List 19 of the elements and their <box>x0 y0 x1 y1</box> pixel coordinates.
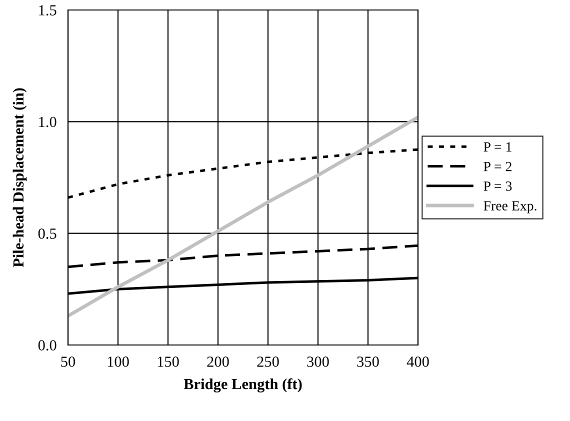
x-tick-label: 350 <box>357 356 379 367</box>
legend-label: P = 3 <box>484 181 512 191</box>
x-tick-label: 400 <box>406 356 429 367</box>
x-axis-title: Bridge Length (ft) <box>184 378 302 392</box>
legend-label: P = 2 <box>484 162 512 172</box>
y-tick-label: 1.0 <box>39 116 56 128</box>
x-tick-label: 200 <box>207 356 229 367</box>
y-axis-title: Pile-head Displacement (in) <box>12 88 27 268</box>
x-tick-label: 250 <box>257 356 279 367</box>
line-series <box>68 115 418 318</box>
legend-label: Free Exp. <box>484 201 536 214</box>
y-tick-label: 0.5 <box>38 228 56 239</box>
y-tick-label: 0.0 <box>38 340 56 351</box>
x-tick-label: 50 <box>61 356 76 367</box>
legend-label: P = 1 <box>484 142 512 152</box>
x-tick-label: 300 <box>307 356 329 367</box>
y-tick-label: 1.5 <box>39 5 56 16</box>
x-tick-label: 150 <box>158 356 179 367</box>
x-tick-label: 100 <box>108 356 129 367</box>
